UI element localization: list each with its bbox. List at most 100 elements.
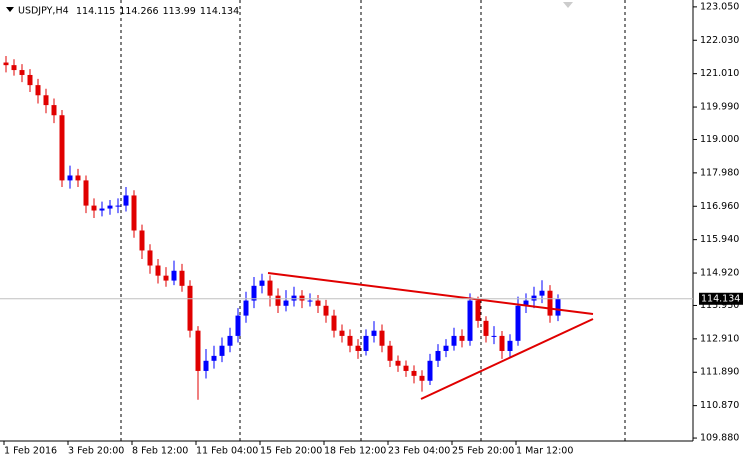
candle-body — [107, 205, 113, 209]
candle-body — [315, 300, 321, 306]
y-tick-label: 110.870 — [700, 400, 739, 411]
candle-body — [507, 340, 513, 351]
candle-body — [51, 105, 57, 116]
x-tick-label: 3 Feb 20:00 — [68, 446, 124, 457]
candle-body — [483, 320, 489, 336]
candle-body — [3, 62, 9, 66]
header-value: 114.115 — [76, 6, 115, 17]
ohlc-header: 114.115 114.266 113.99 114.134 — [76, 6, 239, 17]
candle-body — [339, 330, 345, 336]
candle-body — [459, 335, 465, 341]
candle-body — [259, 280, 265, 286]
candle-body — [427, 360, 433, 381]
candle-body — [475, 300, 481, 321]
candle-body — [275, 295, 281, 306]
price-label: 114.134 — [701, 293, 740, 304]
candle-body — [11, 65, 17, 71]
y-tick-label: 121.010 — [700, 68, 739, 79]
y-tick-label: 117.980 — [700, 167, 739, 178]
candle-body — [443, 345, 449, 351]
price-label-box — [699, 292, 743, 305]
candle-body — [203, 360, 209, 371]
candle-body — [75, 175, 81, 181]
candle-body — [123, 195, 129, 206]
candle-body — [419, 375, 425, 381]
candle-body — [139, 230, 145, 251]
candle-body — [299, 295, 305, 301]
candle-body — [35, 85, 41, 96]
candle-body — [227, 335, 233, 346]
candle-body — [347, 335, 353, 346]
candle-body — [331, 315, 337, 331]
trendline[interactable] — [420, 318, 594, 400]
y-tick-label: 111.890 — [700, 367, 739, 378]
header-value: 114.266 — [119, 6, 158, 17]
candle-body — [387, 345, 393, 361]
candle-body — [91, 205, 97, 211]
menu-arrow[interactable] — [6, 7, 14, 12]
candle-body — [59, 115, 65, 181]
y-tick-label: 115.940 — [700, 234, 739, 245]
y-tick-label: 116.960 — [700, 201, 739, 212]
candle-body — [539, 290, 545, 296]
candle-body — [163, 275, 169, 281]
candle-body — [355, 345, 361, 351]
candle-body — [307, 300, 313, 302]
y-tick-label: 119.990 — [700, 102, 739, 113]
candle-body — [171, 270, 177, 281]
y-tick-label: 112.910 — [700, 333, 739, 344]
candle-body — [19, 70, 25, 75]
shift-marker[interactable] — [563, 2, 573, 8]
chart-title: USDJPY,H4 — [18, 6, 69, 17]
candle-body — [291, 295, 297, 301]
candle-body — [379, 330, 385, 346]
candle-body — [27, 74, 33, 86]
candle-body — [395, 360, 401, 366]
x-tick-label: 23 Feb 04:00 — [388, 446, 450, 457]
x-tick-label: 25 Feb 20:00 — [452, 446, 514, 457]
candle-body — [403, 365, 409, 371]
candle-body — [531, 295, 537, 301]
candle-body — [499, 335, 505, 351]
candle-body — [43, 95, 49, 106]
x-tick-label: 18 Feb 12:00 — [324, 446, 386, 457]
y-tick-label: 119.000 — [700, 134, 739, 145]
trendline[interactable] — [267, 272, 594, 315]
candle-body — [235, 315, 241, 336]
candle-body — [323, 305, 329, 316]
header-value: 114.134 — [200, 6, 239, 17]
candle-body — [411, 370, 417, 376]
candle-body — [267, 280, 273, 296]
candle-body — [131, 195, 137, 231]
candle-body — [371, 330, 377, 336]
candle-body — [523, 300, 529, 306]
header-value: 113.99 — [163, 6, 196, 17]
y-tick-label: 123.050 — [700, 1, 739, 12]
candle-body — [283, 300, 289, 306]
candle-body — [243, 300, 249, 316]
candle-body — [115, 205, 121, 207]
candle-body — [147, 250, 153, 266]
candle-body — [187, 285, 193, 331]
x-tick-label: 11 Feb 04:00 — [196, 446, 258, 457]
y-tick-label: 109.880 — [700, 433, 739, 444]
candle-body — [211, 355, 217, 361]
candle-body — [251, 285, 257, 301]
candle-body — [99, 208, 105, 211]
candle-body — [83, 180, 89, 206]
candle-body — [195, 330, 201, 371]
candle-body — [547, 290, 553, 316]
candle-body — [467, 300, 473, 341]
candle-body — [67, 175, 73, 181]
y-tick-label: 113.930 — [700, 300, 739, 311]
candle-body — [435, 350, 441, 361]
candle-body — [219, 345, 225, 356]
candle-body — [179, 270, 185, 286]
y-tick-label: 114.920 — [700, 268, 739, 279]
x-tick-label: 15 Feb 20:00 — [260, 446, 322, 457]
candle-body — [491, 335, 497, 337]
x-tick-label: 1 Feb 2016 — [4, 446, 57, 457]
x-tick-label: 1 Mar 12:00 — [516, 446, 573, 457]
